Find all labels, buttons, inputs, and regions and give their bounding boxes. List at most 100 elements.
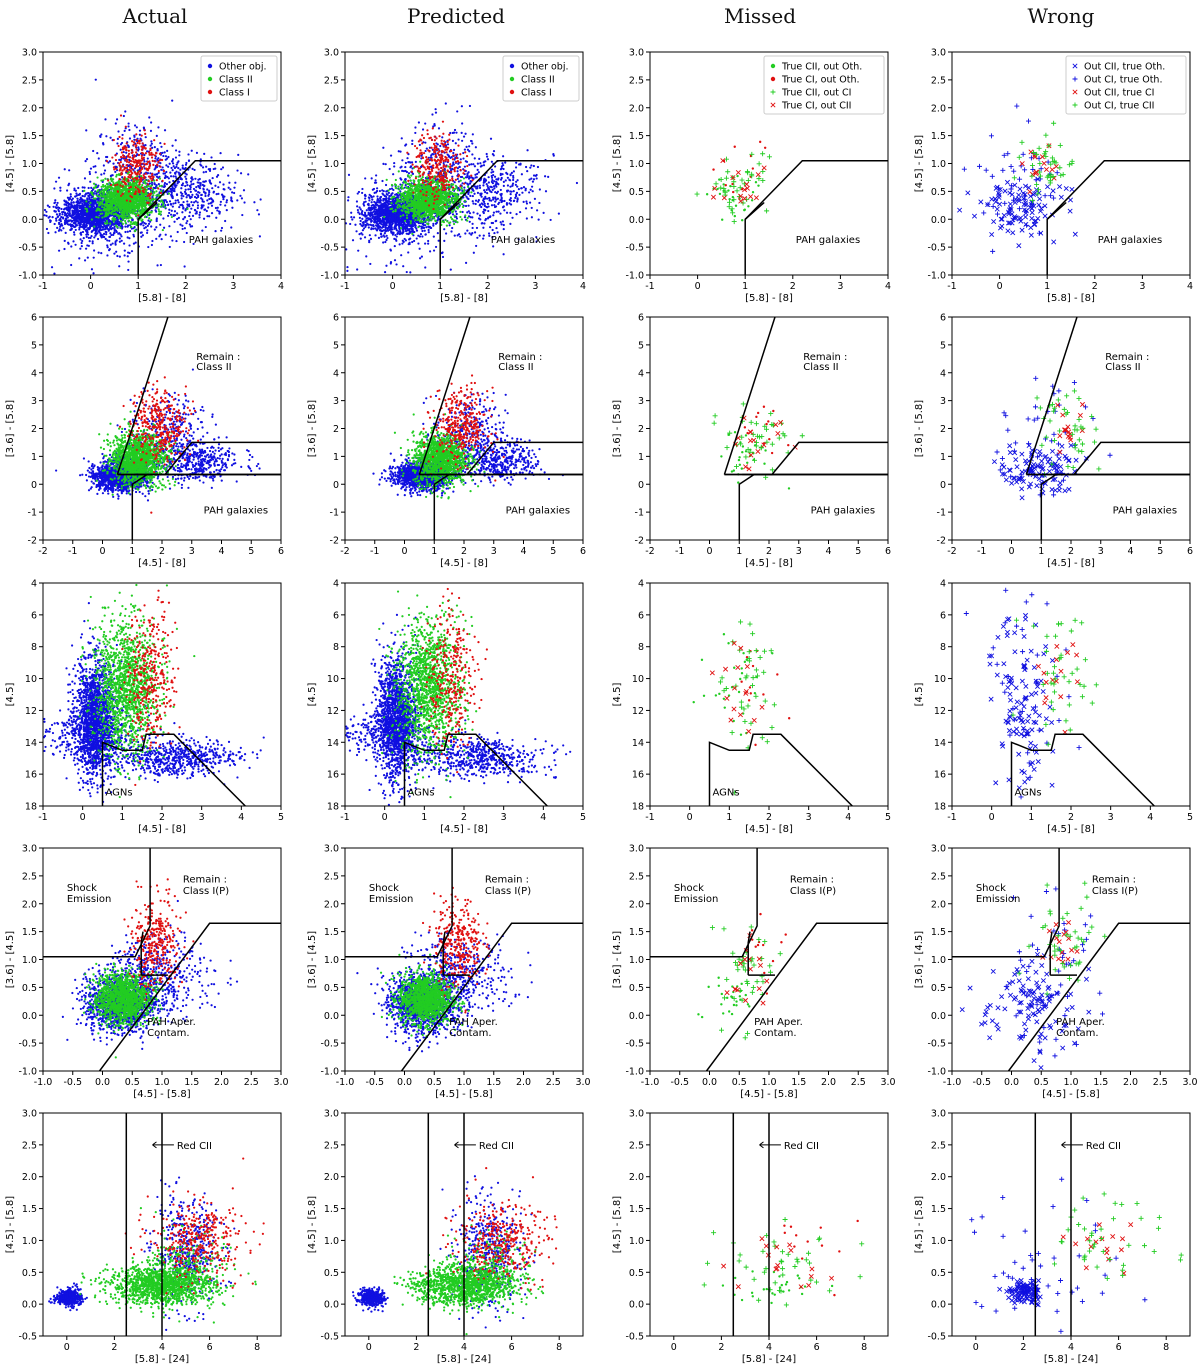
point-class2 <box>134 209 138 213</box>
point-other <box>150 225 153 228</box>
point-class1 <box>125 148 128 151</box>
point-other <box>170 209 173 212</box>
point-class2 <box>85 207 88 211</box>
point-other <box>183 215 187 219</box>
point-other <box>108 160 112 163</box>
point-class2 <box>135 223 138 227</box>
point-other <box>192 182 195 186</box>
point-other <box>51 216 54 219</box>
point-other <box>193 195 197 199</box>
point-other <box>361 209 364 213</box>
point-class2 <box>136 198 139 201</box>
point-other <box>118 237 121 240</box>
point-other <box>54 217 58 220</box>
point-other <box>365 209 368 212</box>
point-other <box>94 171 97 174</box>
point-other <box>127 122 130 125</box>
point-class1 <box>149 177 152 180</box>
point-other <box>370 228 373 231</box>
point-class2 <box>141 208 144 211</box>
point-class2 <box>116 181 119 184</box>
point-other <box>100 228 103 232</box>
point-other <box>104 230 107 233</box>
point-class2 <box>160 189 163 193</box>
point-class2 <box>100 179 103 182</box>
point-other <box>73 187 76 190</box>
point-other <box>91 205 94 208</box>
point-other <box>100 173 103 176</box>
point-other <box>105 225 108 228</box>
y-axis-label: [4.5] - [5.8] <box>5 135 16 192</box>
point-class2 <box>110 196 113 199</box>
point-other <box>48 215 51 218</box>
point-other <box>79 219 82 222</box>
point-other <box>189 188 192 191</box>
point-other <box>368 199 371 202</box>
point-other <box>176 217 179 221</box>
point-other <box>56 216 59 219</box>
point-other <box>75 194 78 197</box>
point-other <box>45 214 48 217</box>
point-class2 <box>159 200 162 203</box>
plot-area <box>345 102 583 275</box>
point-other <box>68 169 71 172</box>
point-other <box>190 201 193 204</box>
point-other <box>153 228 156 231</box>
point-other <box>240 197 244 200</box>
point-other <box>184 184 187 188</box>
point-other <box>178 206 181 209</box>
point-other <box>159 233 162 236</box>
point-class1 <box>146 194 149 197</box>
point-class2 <box>159 205 162 208</box>
point-class2 <box>127 206 130 209</box>
point-other <box>60 207 63 211</box>
point-class2 <box>83 189 86 192</box>
point-other <box>64 231 67 234</box>
point-other <box>194 212 197 215</box>
point-class1 <box>135 159 138 163</box>
point-class1 <box>141 142 144 145</box>
point-class2 <box>170 215 173 219</box>
point-other <box>185 177 188 180</box>
point-class2 <box>186 207 189 210</box>
point-class2 <box>112 220 115 223</box>
point-other <box>202 187 205 190</box>
point-class1 <box>150 175 153 178</box>
point-other <box>224 204 227 207</box>
point-other <box>212 167 215 171</box>
point-other <box>83 220 86 223</box>
point-other <box>83 259 87 262</box>
point-other <box>164 204 167 207</box>
point-class2 <box>133 198 136 201</box>
point-class1 <box>121 180 124 183</box>
point-other <box>130 250 134 253</box>
point-other <box>118 255 121 258</box>
point-class1 <box>137 140 141 143</box>
point-other <box>86 233 90 236</box>
point-other <box>179 223 182 226</box>
point-other <box>139 231 142 234</box>
point-other <box>81 204 84 207</box>
point-other <box>90 235 93 238</box>
point-class2 <box>114 186 117 189</box>
point-class2 <box>146 213 150 216</box>
point-class2 <box>89 201 92 204</box>
point-other <box>84 160 87 163</box>
point-other <box>388 228 391 232</box>
point-other <box>114 241 117 245</box>
point-other <box>427 228 430 232</box>
point-other <box>65 203 68 206</box>
point-class2 <box>128 204 132 208</box>
point-other <box>173 184 177 187</box>
point-other <box>101 226 105 229</box>
point-class1 <box>151 179 154 182</box>
point-other <box>420 225 423 228</box>
point-class2 <box>143 185 147 188</box>
point-class1 <box>135 138 138 141</box>
point-other <box>127 145 130 148</box>
point-other <box>92 149 95 153</box>
point-other <box>180 197 183 200</box>
point-other <box>174 139 177 142</box>
point-other <box>208 197 211 201</box>
point-other <box>81 219 84 222</box>
